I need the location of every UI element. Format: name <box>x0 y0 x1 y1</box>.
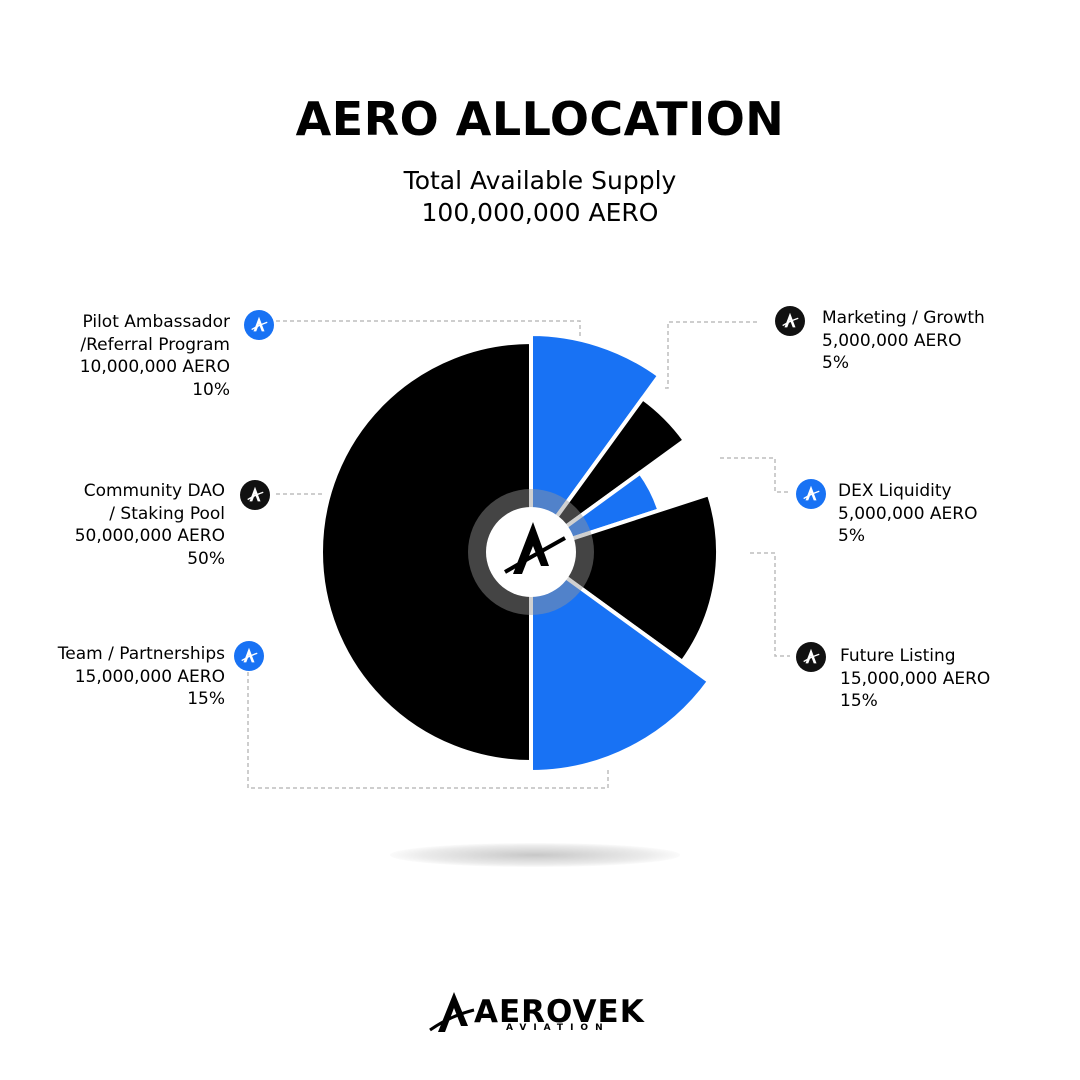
label-community-name1: Community DAO <box>83 481 225 501</box>
pie-slice <box>529 332 662 554</box>
aerovek-logo-icon <box>240 480 270 510</box>
label-team: Team / Partnerships 15,000,000 AERO 15% <box>20 643 225 711</box>
leader-line <box>720 457 790 493</box>
leader-line <box>750 552 790 657</box>
label-community: Community DAO / Staking Pool 50,000,000 … <box>20 480 225 570</box>
label-community-name2: / Staking Pool <box>109 503 225 524</box>
center-hub <box>468 489 594 615</box>
label-dex-name: DEX Liquidity <box>838 481 952 501</box>
page-title: AERO ALLOCATION <box>295 92 785 146</box>
label-marketing: Marketing / Growth 5,000,000 AERO 5% <box>822 307 985 375</box>
label-pilot-amount: 10,000,000 AERO <box>79 357 230 377</box>
label-future: Future Listing 15,000,000 AERO 15% <box>840 645 990 713</box>
leader-lines <box>247 320 790 789</box>
label-marketing-percent: 5% <box>822 353 849 373</box>
leader-line <box>276 320 581 338</box>
label-pilot-name1: Pilot Ambassador <box>82 312 230 332</box>
label-pilot: Pilot Ambassador /Referral Program 10,00… <box>20 311 230 401</box>
brand-tagline: AVIATION <box>506 1023 610 1033</box>
aerovek-logo-icon <box>429 992 475 1032</box>
aerovek-logo-icon <box>796 479 826 509</box>
label-dex-percent: 5% <box>838 526 865 546</box>
supply-value: 100,000,000 AERO <box>421 198 659 227</box>
label-dex-amount: 5,000,000 AERO <box>838 503 978 524</box>
aerovek-logo-icon <box>796 642 826 672</box>
label-community-amount: 50,000,000 AERO <box>74 526 225 546</box>
label-team-percent: 15% <box>187 689 225 709</box>
subtitle: Total Available Supply 100,000,000 AERO <box>0 165 1080 229</box>
label-team-amount: 15,000,000 AERO <box>74 666 225 687</box>
supply-label: Total Available Supply <box>403 166 677 195</box>
pie-slice <box>529 396 687 554</box>
label-marketing-amount: 5,000,000 AERO <box>822 330 962 351</box>
center-circle <box>486 507 576 597</box>
aerovek-logo-icon <box>234 641 264 671</box>
label-future-percent: 15% <box>840 691 878 711</box>
label-future-amount: 15,000,000 AERO <box>840 668 991 689</box>
label-marketing-name: Marketing / Growth <box>822 308 985 328</box>
label-dex: DEX Liquidity 5,000,000 AERO 5% <box>838 480 978 548</box>
aerovek-logo-icon <box>504 522 566 574</box>
label-community-percent: 50% <box>187 548 225 569</box>
label-future-name: Future Listing <box>840 646 956 666</box>
leader-line <box>665 321 760 389</box>
pie-slice <box>529 550 711 774</box>
pie-slice <box>319 340 533 764</box>
label-team-name: Team / Partnerships <box>57 644 225 664</box>
leader-line <box>247 672 609 789</box>
brand-name: AEROVEK <box>474 994 645 1030</box>
chart-shadow <box>390 843 680 867</box>
label-pilot-percent: 10% <box>192 379 230 400</box>
label-pilot-name2: /Referral Program <box>80 334 230 355</box>
pie-slice <box>529 492 720 664</box>
aerovek-logo-icon <box>775 306 805 336</box>
brand-logo: AEROVEK AVIATION <box>428 990 673 1040</box>
aerovek-logo-icon <box>244 310 274 340</box>
pie-slices <box>319 332 720 774</box>
